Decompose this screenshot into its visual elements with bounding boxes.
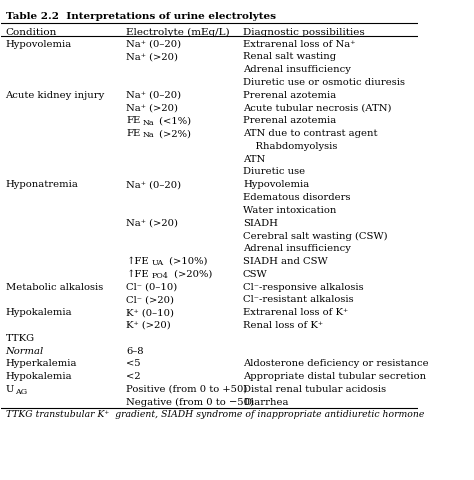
Text: Prerenal azotemia: Prerenal azotemia bbox=[243, 91, 336, 100]
Text: ATN: ATN bbox=[243, 155, 265, 164]
Text: Aldosterone deficiency or resistance: Aldosterone deficiency or resistance bbox=[243, 360, 428, 368]
Text: Extrarenal loss of K⁺: Extrarenal loss of K⁺ bbox=[243, 308, 348, 317]
Text: FE: FE bbox=[127, 129, 141, 138]
Text: Na⁺ (0–20): Na⁺ (0–20) bbox=[127, 180, 182, 189]
Text: Extrarenal loss of Na⁺: Extrarenal loss of Na⁺ bbox=[243, 39, 356, 48]
Text: TTKG: TTKG bbox=[6, 334, 35, 343]
Text: Hypokalemia: Hypokalemia bbox=[6, 308, 72, 317]
Text: Hyperkalemia: Hyperkalemia bbox=[6, 360, 77, 368]
Text: Hyponatremia: Hyponatremia bbox=[6, 180, 78, 189]
Text: Distal renal tubular acidosis: Distal renal tubular acidosis bbox=[243, 385, 386, 394]
Text: 6–8: 6–8 bbox=[127, 347, 144, 356]
Text: Prerenal azotemia: Prerenal azotemia bbox=[243, 116, 336, 125]
Text: Diarrhea: Diarrhea bbox=[243, 397, 289, 407]
Text: Diagnostic possibilities: Diagnostic possibilities bbox=[243, 28, 365, 36]
Text: UA: UA bbox=[152, 259, 164, 267]
Text: Cl⁻ (0–10): Cl⁻ (0–10) bbox=[127, 283, 178, 291]
Text: Na: Na bbox=[143, 132, 154, 140]
Text: Diuretic use or osmotic diuresis: Diuretic use or osmotic diuresis bbox=[243, 78, 405, 87]
Text: (>20%): (>20%) bbox=[171, 270, 212, 279]
Text: <2: <2 bbox=[127, 372, 141, 381]
Text: Na⁺ (>20): Na⁺ (>20) bbox=[127, 104, 178, 112]
Text: Adrenal insufficiency: Adrenal insufficiency bbox=[243, 65, 351, 74]
Text: TTKG transtubular K⁺  gradient, SIADH syndrome of inappropriate antidiuretic hor: TTKG transtubular K⁺ gradient, SIADH syn… bbox=[6, 410, 424, 420]
Text: (<1%): (<1%) bbox=[155, 116, 191, 125]
Text: Negative (from 0 to −50): Negative (from 0 to −50) bbox=[127, 397, 255, 407]
Text: Acute tubular necrosis (ATN): Acute tubular necrosis (ATN) bbox=[243, 104, 392, 112]
Text: (>2%): (>2%) bbox=[155, 129, 191, 138]
Text: Cerebral salt wasting (CSW): Cerebral salt wasting (CSW) bbox=[243, 231, 388, 240]
Text: SIADH and CSW: SIADH and CSW bbox=[243, 257, 328, 266]
Text: Water intoxication: Water intoxication bbox=[243, 206, 337, 215]
Text: <5: <5 bbox=[127, 360, 141, 368]
Text: Positive (from 0 to +50): Positive (from 0 to +50) bbox=[127, 385, 248, 394]
Text: Renal salt wasting: Renal salt wasting bbox=[243, 52, 336, 61]
Text: ↑FE: ↑FE bbox=[127, 270, 149, 279]
Text: Diuretic use: Diuretic use bbox=[243, 168, 305, 177]
Text: PO4: PO4 bbox=[152, 272, 169, 280]
Text: CSW: CSW bbox=[243, 270, 268, 279]
Text: Condition: Condition bbox=[6, 28, 57, 36]
Text: K⁺ (0–10): K⁺ (0–10) bbox=[127, 308, 174, 317]
Text: (>10%): (>10%) bbox=[166, 257, 208, 266]
Text: Adrenal insufficiency: Adrenal insufficiency bbox=[243, 244, 351, 253]
Text: Na: Na bbox=[143, 119, 154, 127]
Text: Rhabdomyolysis: Rhabdomyolysis bbox=[243, 142, 337, 151]
Text: Renal loss of K⁺: Renal loss of K⁺ bbox=[243, 321, 323, 330]
Text: ↑FE: ↑FE bbox=[127, 257, 149, 266]
Text: Cl⁻-responsive alkalosis: Cl⁻-responsive alkalosis bbox=[243, 283, 364, 291]
Text: Hypovolemia: Hypovolemia bbox=[243, 180, 309, 189]
Text: SIADH: SIADH bbox=[243, 218, 278, 228]
Text: Cl⁻ (>20): Cl⁻ (>20) bbox=[127, 295, 174, 304]
Text: Normal: Normal bbox=[6, 347, 44, 356]
Text: Metabolic alkalosis: Metabolic alkalosis bbox=[6, 283, 103, 291]
Text: Hypovolemia: Hypovolemia bbox=[6, 39, 72, 48]
Text: Hypokalemia: Hypokalemia bbox=[6, 372, 72, 381]
Text: Edematous disorders: Edematous disorders bbox=[243, 193, 350, 202]
Text: Na⁺ (>20): Na⁺ (>20) bbox=[127, 52, 178, 61]
Text: Acute kidney injury: Acute kidney injury bbox=[6, 91, 105, 100]
Text: K⁺ (>20): K⁺ (>20) bbox=[127, 321, 171, 330]
Text: Na⁺ (0–20): Na⁺ (0–20) bbox=[127, 39, 182, 48]
Text: Electrolyte (mEq/L): Electrolyte (mEq/L) bbox=[127, 28, 230, 37]
Text: FE: FE bbox=[127, 116, 141, 125]
Text: Appropriate distal tubular secretion: Appropriate distal tubular secretion bbox=[243, 372, 426, 381]
Text: AG: AG bbox=[15, 388, 27, 396]
Text: Table 2.2  Interpretations of urine electrolytes: Table 2.2 Interpretations of urine elect… bbox=[6, 12, 275, 21]
Text: Cl⁻-resistant alkalosis: Cl⁻-resistant alkalosis bbox=[243, 295, 354, 304]
Text: Na⁺ (>20): Na⁺ (>20) bbox=[127, 218, 178, 228]
Text: U: U bbox=[6, 385, 14, 394]
Text: ATN due to contrast agent: ATN due to contrast agent bbox=[243, 129, 377, 138]
Text: Na⁺ (0–20): Na⁺ (0–20) bbox=[127, 91, 182, 100]
